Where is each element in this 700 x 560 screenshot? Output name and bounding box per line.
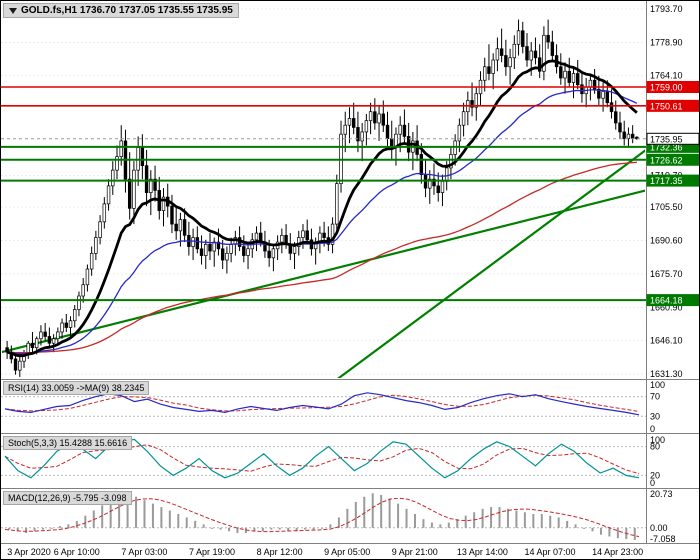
price-gridlines [1,8,646,375]
chart-dropdown-icon [9,7,17,14]
svg-text:14 Apr 07:00: 14 Apr 07:00 [524,547,575,557]
svg-text:14 Apr 23:00: 14 Apr 23:00 [592,547,643,557]
svg-text:0: 0 [650,478,655,488]
svg-text:1631.30: 1631.30 [650,369,683,379]
support-resistance-lines [1,86,646,302]
svg-text:80: 80 [650,442,660,452]
svg-text:3 Apr 2020: 3 Apr 2020 [7,547,51,557]
trendlines [2,149,645,378]
svg-text:1735.95: 1735.95 [650,134,683,144]
svg-text:13 Apr 14:00: 13 Apr 14:00 [457,547,508,557]
macd-panel: 20.73 0.00-7.058 [1,489,676,544]
svg-text:1646.10: 1646.10 [650,336,683,346]
svg-text:0: 0 [650,424,655,434]
svg-text:1664.18: 1664.18 [650,296,683,306]
svg-text:100: 100 [650,435,665,445]
svg-text:100: 100 [650,380,665,390]
svg-text:1705.50: 1705.50 [650,202,683,212]
svg-text:8 Apr 12:00: 8 Apr 12:00 [257,547,303,557]
candlesticks [5,19,639,377]
rsi-indicator-label: RSI(14) 33.0059 ->MA(9) 38.2345 [3,381,150,395]
svg-text:20.73: 20.73 [650,489,673,499]
moving-averages [6,59,638,358]
svg-text:20: 20 [650,470,660,480]
svg-text:1778.90: 1778.90 [650,37,683,47]
svg-text:1764.10: 1764.10 [650,71,683,81]
chart-symbol-header: GOLD.fs,H1 1736.70 1737.05 1735.55 1735.… [3,3,239,18]
price-axis[interactable]: 1793.701778.901764.101719.701705.501690.… [646,4,699,379]
svg-text:30: 30 [650,411,660,421]
svg-text:7 Apr 03:00: 7 Apr 03:00 [121,547,167,557]
svg-text:1793.70: 1793.70 [650,4,683,14]
stoch-indicator-label: Stoch(5,3,3) 15.4288 15.6616 [3,436,133,450]
svg-text:70: 70 [650,392,660,402]
macd-indicator-label: MACD(12,26,9) -5.795 -3.098 [3,491,132,505]
time-axis[interactable]: 3 Apr 2020 6 Apr 10:00 7 Apr 03:00 7 Apr 19… [7,547,643,557]
symbol-ohlc-label: GOLD.fs,H1 1736.70 1737.05 1735.55 1735.… [21,5,233,16]
svg-text:9 Apr 05:00: 9 Apr 05:00 [324,547,370,557]
svg-text:1717.35: 1717.35 [650,176,683,186]
svg-text:1726.62: 1726.62 [650,155,683,165]
svg-text:1675.70: 1675.70 [650,269,683,279]
svg-text:1660.90: 1660.90 [650,302,683,312]
svg-text:9 Apr 21:00: 9 Apr 21:00 [392,547,438,557]
svg-text:-7.058: -7.058 [650,534,676,544]
svg-text:6 Apr 10:00: 6 Apr 10:00 [54,547,100,557]
svg-text:7 Apr 19:00: 7 Apr 19:00 [189,547,235,557]
svg-text:1759.00: 1759.00 [650,82,683,92]
svg-text:1732.36: 1732.36 [650,142,683,152]
svg-text:1690.60: 1690.60 [650,236,683,246]
svg-text:1750.61: 1750.61 [650,101,683,111]
svg-text:0.00: 0.00 [650,523,668,533]
